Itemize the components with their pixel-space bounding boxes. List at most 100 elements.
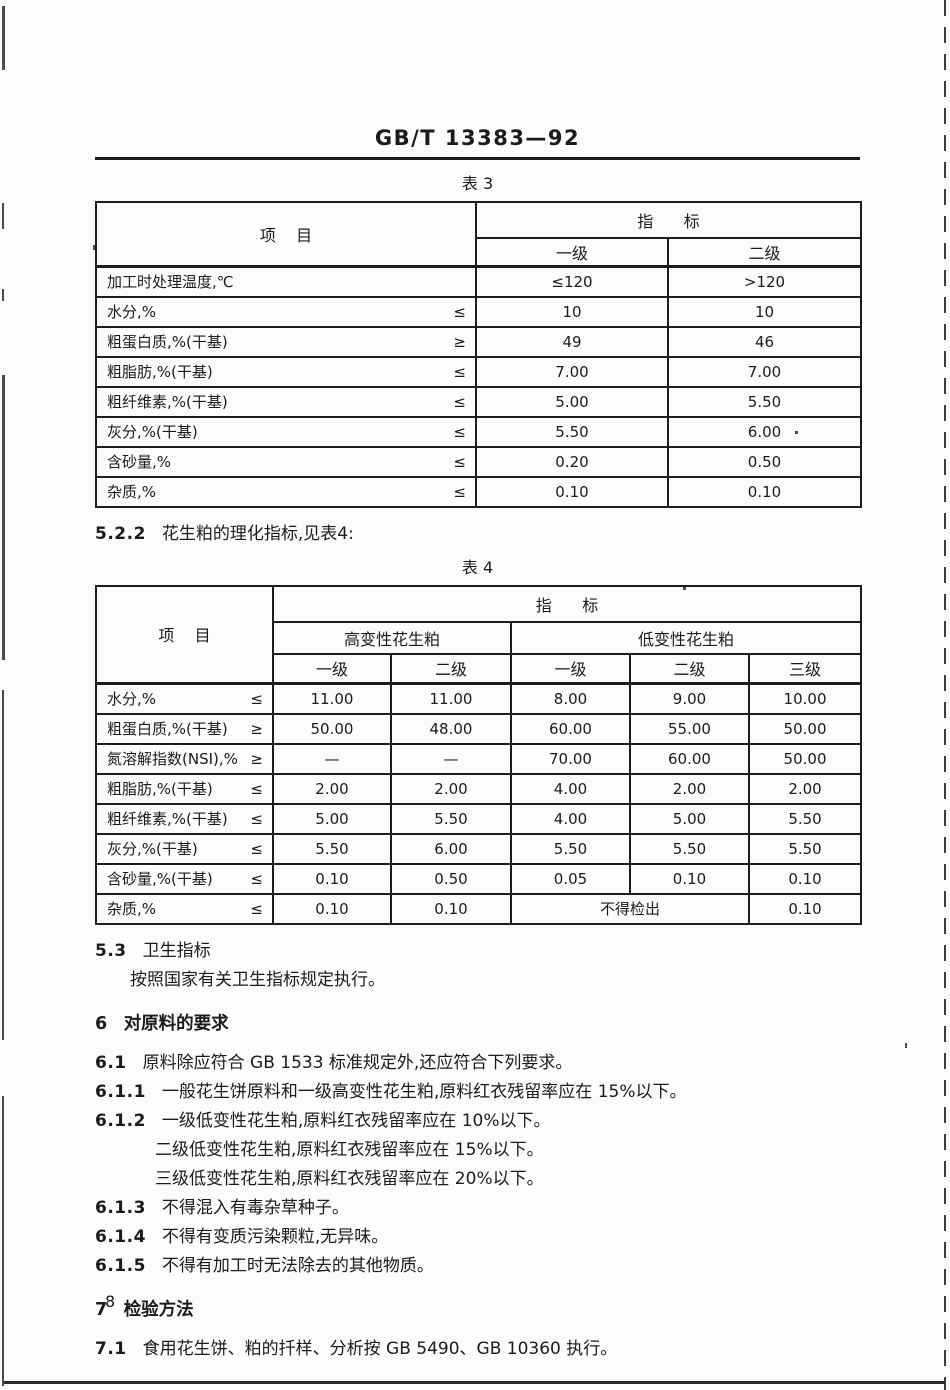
- row-item-cell: 含砂量,% ≤: [95, 445, 477, 478]
- value-cell: 50.00: [747, 712, 863, 745]
- value-cell: 60.00: [510, 712, 631, 745]
- value-cell: 0.20: [475, 445, 669, 478]
- item-label: 水分,%: [107, 303, 157, 321]
- value-cell: 5.50: [390, 802, 512, 835]
- scan-artifact-left-edge: [2, 6, 5, 70]
- clause-text: 卫生指标: [142, 940, 211, 961]
- value-cell: 5.00: [272, 802, 392, 835]
- item-label: 含砂量,%(干基): [107, 870, 213, 888]
- row-item-cell: 水分,% ≤: [95, 295, 477, 328]
- value-cell: 9.00: [629, 682, 750, 715]
- scan-artifact-bottom-line: [4, 1381, 945, 1384]
- table-row: 灰分,%(干基) ≤5.50 6.00: [95, 415, 862, 448]
- item-label: 水分,%: [107, 690, 157, 709]
- clause-5-3-heading: 5.3 卫生指标: [95, 937, 860, 966]
- scan-artifact-left-edge: [2, 1096, 4, 1386]
- item-label: 粗纤维素,%(干基): [107, 810, 228, 828]
- value-cell: >120: [667, 265, 862, 298]
- table-3: 项 目 指 标 一级 二级 加工时处理温度,℃ ≤120 >120 水分,% ≤10 10…: [95, 201, 862, 508]
- value-cell: 11.00: [272, 682, 392, 715]
- comparison-symbol: ≤: [250, 779, 263, 798]
- clause-7-1: 7.1 食用花生饼、粕的扦样、分析按 GB 5490、GB 10360 执行。: [95, 1335, 860, 1364]
- value-cell: 10: [475, 295, 669, 328]
- title-rule: [95, 157, 860, 160]
- value-cell: 5.00: [475, 385, 669, 418]
- scan-artifact-left-edge: [2, 289, 4, 301]
- table-row: 水分,% ≤10 10: [95, 295, 862, 328]
- item-label: 加工时处理温度,℃: [107, 273, 234, 292]
- comparison-symbol: ≥: [250, 749, 263, 768]
- value-cell: ≤120: [475, 265, 669, 298]
- value-cell: 7.00: [475, 355, 669, 388]
- value-cell: 5.50: [629, 832, 750, 865]
- value-cell: 2.00: [629, 772, 750, 805]
- clause-text: 不得混入有毒杂草种子。: [161, 1197, 349, 1218]
- row-item-cell: 灰分,%(干基) ≤: [95, 832, 274, 865]
- clause-5-3-body: 按照国家有关卫生指标规定执行。: [95, 966, 860, 995]
- item-label: 灰分,%(干基): [107, 840, 198, 858]
- clause-number: 6: [95, 1013, 108, 1034]
- table-row: 氮溶解指数(NSI),% ≥ — —70.00 60.00 50.00: [95, 742, 863, 775]
- table3-body: 加工时处理温度,℃ ≤120 >120 水分,% ≤10 10 粗蛋白质,%(干基) ≥49 4…: [95, 265, 862, 508]
- value-cell: 50.00: [272, 712, 392, 745]
- table3-caption: 表 3: [461, 174, 494, 193]
- scan-speck: [795, 431, 798, 434]
- clause-text: 一般花生饼原料和一级高变性花生粕,原料红衣残留率应在 15%以下。: [161, 1081, 687, 1102]
- row-item-cell: 水分,% ≤: [95, 682, 274, 715]
- comparison-symbol: ≤: [250, 869, 263, 888]
- row-item-cell: 加工时处理温度,℃: [95, 265, 477, 298]
- value-cell: 7.00: [667, 355, 862, 388]
- clause-number: 6.1.4: [95, 1226, 146, 1247]
- value-cell: 10: [667, 295, 862, 328]
- comparison-symbol: ≤: [453, 392, 466, 411]
- value-cell: 0.10: [629, 862, 750, 895]
- clause-text: 检验方法: [123, 1299, 194, 1320]
- clause-text: 按照国家有关卫生指标规定执行。: [130, 969, 385, 990]
- value-cell: 5.00: [629, 802, 750, 835]
- standard-code-title: GB/T 13383—92: [374, 126, 581, 150]
- table-4: 项 目 指 标 高变性花生粕 低变性花生粕 一级 二级 一级 二级 三级 水分,…: [95, 584, 863, 925]
- table4-grade-header: 二级: [629, 652, 750, 685]
- table-row: 含砂量,% ≤0.20 0.50: [95, 445, 862, 478]
- scan-speck: [905, 1043, 907, 1048]
- table-row: 含砂量,%(干基) ≤0.10 0.50 0.05 0.10 0.10: [95, 862, 863, 895]
- row-item-cell: 粗纤维素,%(干基) ≤: [95, 385, 477, 418]
- value-cell: 0.10: [667, 475, 862, 508]
- value-cell: 5.50: [272, 832, 392, 865]
- comparison-symbol: ≤: [453, 482, 466, 501]
- item-label: 杂质,%: [107, 483, 157, 501]
- value-cell: 5.50: [667, 385, 862, 418]
- clause-6-1-4: 6.1.4 不得有变质污染颗粒,无异味。: [95, 1223, 860, 1252]
- clause-sections: 5.3 卫生指标 按照国家有关卫生指标规定执行。 6 对原料的要求 6.1 原料除应符合 G…: [95, 937, 860, 1364]
- item-label: 含砂量,%: [107, 453, 172, 471]
- clause-text: 不得有变质污染颗粒,无异味。: [161, 1226, 389, 1247]
- row-item-cell: 粗脂肪,%(干基) ≤: [95, 772, 274, 805]
- table-row: 粗蛋白质,%(干基) ≥50.00 48.00 60.00 55.00 50.00: [95, 712, 863, 745]
- value-cell: 4.00: [510, 802, 631, 835]
- item-label: 氮溶解指数(NSI),%: [107, 750, 238, 768]
- table4-caption: 表 4: [461, 557, 494, 577]
- table3-header: 项 目 指 标 一级 二级: [95, 201, 862, 268]
- table4-grade-header: 一级: [272, 652, 392, 685]
- clause-text: 三级低变性花生粕,原料红衣残留率应在 20%以下。: [155, 1168, 544, 1189]
- table3-indicator-header: 指 标: [475, 201, 862, 239]
- value-cell: 5.50: [510, 832, 631, 865]
- value-cell: 8.00: [510, 682, 631, 715]
- clause-6-1-5: 6.1.5 不得有加工时无法除去的其他物质。: [95, 1252, 860, 1281]
- comparison-symbol: ≤: [250, 809, 263, 828]
- scan-artifact-left-edge: [2, 690, 4, 1040]
- clause-number: 6.1.3: [95, 1197, 146, 1218]
- chapter-7-heading: 7 检验方法: [95, 1296, 860, 1325]
- value-cell: 0.50: [667, 445, 862, 478]
- value-cell: 6.00: [390, 832, 512, 865]
- value-cell: 49: [475, 325, 669, 358]
- row-item-cell: 粗脂肪,%(干基) ≤: [95, 355, 477, 388]
- table-row: 加工时处理温度,℃ ≤120 >120: [95, 265, 862, 298]
- value-cell: 6.00: [667, 415, 862, 448]
- comparison-symbol: ≥: [453, 332, 466, 351]
- value-cell: 50.00: [747, 742, 863, 775]
- clause-text: 一级低变性花生粕,原料红衣残留率应在 10%以下。: [161, 1110, 551, 1131]
- value-cell: 0.10: [272, 892, 392, 925]
- scan-artifact-left-edge: [2, 203, 4, 229]
- table-row: 杂质,% ≤0.10 0.10: [95, 475, 862, 508]
